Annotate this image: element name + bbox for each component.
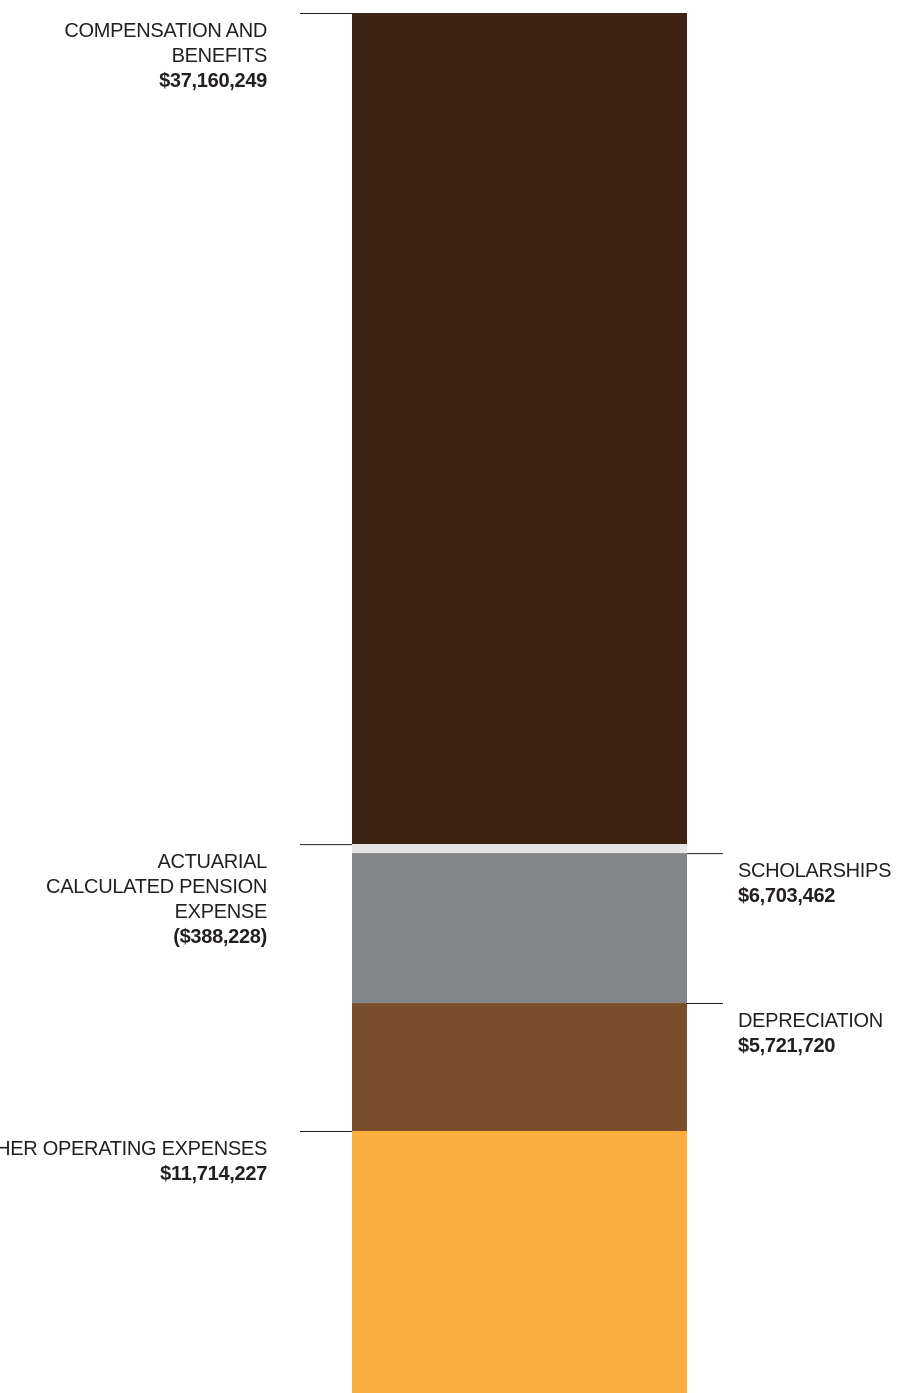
segment-other [352, 1131, 687, 1393]
segment-name-compensation-line-2: BENEFITS [172, 45, 267, 67]
segment-name-pension-line-1: ACTUARIAL [157, 851, 267, 873]
segment-value-pension: ($388,228) [173, 926, 267, 948]
segment-name-pension-line-3: EXPENSE [175, 901, 267, 923]
segment-name-other-line-1: OTHER OPERATING EXPENSES [0, 1138, 267, 1160]
segment-pension [352, 844, 687, 854]
segment-name-depreciation-line-1: DEPRECIATION [738, 1010, 883, 1032]
segment-value-other: $11,714,227 [160, 1163, 267, 1185]
segment-compensation [352, 13, 687, 845]
segment-name-scholarships-line-1: SCHOLARSHIPS [738, 860, 891, 882]
segment-scholarships [352, 853, 687, 1004]
segment-value-depreciation: $5,721,720 [738, 1035, 835, 1057]
segment-name-compensation-line-1: COMPENSATION AND [64, 20, 267, 42]
segment-name-pension-line-2: CALCULATED PENSION [46, 876, 267, 898]
segment-value-compensation: $37,160,249 [159, 70, 267, 92]
segment-depreciation [352, 1003, 687, 1132]
segment-value-scholarships: $6,703,462 [738, 885, 835, 907]
